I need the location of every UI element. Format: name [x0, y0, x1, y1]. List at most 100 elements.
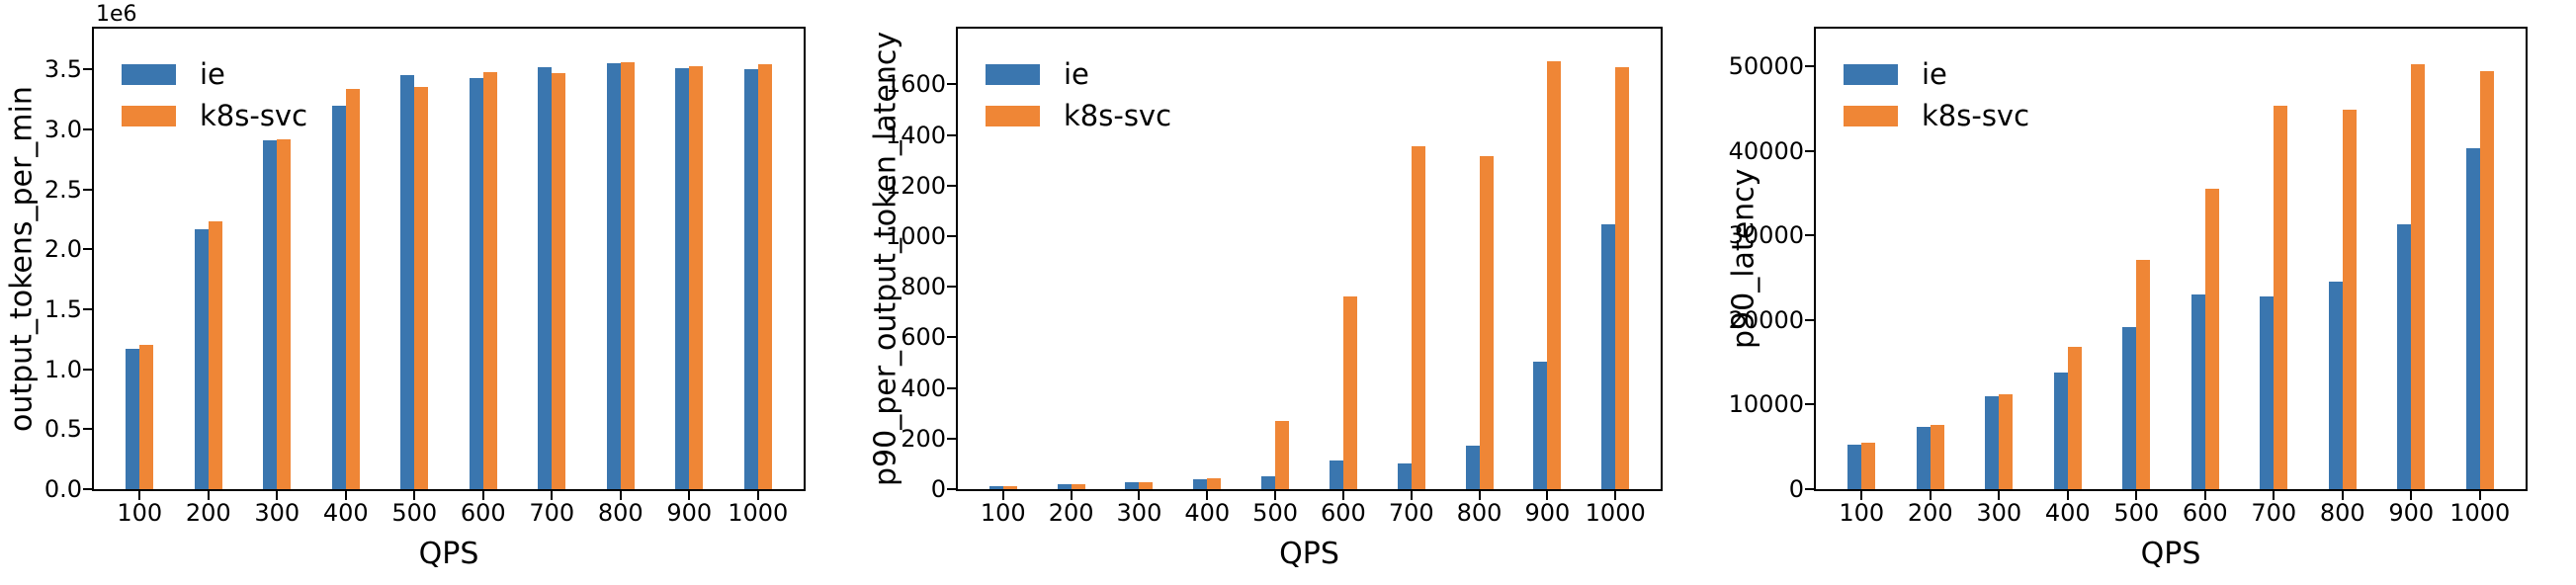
legend-item-ie: ie	[1844, 60, 2029, 89]
y-tick-mark	[947, 386, 956, 389]
y-tick-label: 400	[901, 374, 946, 402]
bar-ie-qps100	[1847, 444, 1862, 489]
y-tick-label: 30000	[1728, 221, 1804, 250]
x-tick-mark	[1546, 491, 1549, 500]
legend-swatch-ie	[986, 64, 1040, 85]
y-tick-label: 50000	[1728, 52, 1804, 81]
y-tick-label: 600	[901, 323, 946, 352]
y-tick-label: 2.5	[43, 175, 82, 204]
bar-ie-qps700	[538, 66, 553, 489]
x-tick-mark	[1860, 491, 1863, 500]
bar-k8s-svc-qps900	[2411, 63, 2426, 489]
legend-label-ie: ie	[1064, 57, 1089, 91]
y-tick-label: 3.0	[43, 115, 82, 143]
bar-k8s-svc-qps600	[1342, 296, 1357, 489]
x-tick-mark	[276, 491, 279, 500]
x-tick-mark	[413, 491, 416, 500]
legend-label-ie: ie	[1922, 57, 1947, 91]
x-tick-label: 1000	[1585, 499, 1646, 527]
bar-ie-qps1000	[2465, 148, 2480, 489]
legend-swatch-k8s-svc	[986, 106, 1040, 126]
x-tick-mark	[2410, 491, 2413, 500]
bar-ie-qps900	[2397, 224, 2412, 489]
y-tick-label: 1.0	[43, 355, 82, 383]
bar-k8s-svc-qps600	[2204, 188, 2219, 489]
y-tick-mark	[83, 188, 92, 191]
x-tick-mark	[619, 491, 622, 500]
y-tick-mark	[83, 368, 92, 371]
y-tick-label: 1000	[885, 221, 946, 250]
y-tick-mark	[83, 307, 92, 310]
bar-k8s-svc-qps400	[1207, 477, 1222, 489]
y-tick-mark	[1805, 488, 1814, 490]
y-tick-mark	[83, 127, 92, 130]
x-tick-label: 100	[1839, 499, 1885, 527]
y-tick-mark	[1805, 65, 1814, 68]
bar-k8s-svc-qps400	[2067, 347, 2082, 489]
bar-ie-qps400	[2053, 373, 2068, 489]
legend-item-k8s-svc: k8s-svc	[122, 102, 307, 130]
bar-ie-qps300	[1985, 395, 2000, 489]
bar-k8s-svc-qps300	[1139, 482, 1154, 489]
legend-item-ie: ie	[986, 60, 1171, 89]
y-tick-label: 0	[930, 475, 946, 503]
x-tick-label: 900	[2388, 499, 2435, 527]
bar-ie-qps400	[331, 106, 346, 489]
y-tick-label: 800	[901, 273, 946, 301]
bar-ie-qps600	[1329, 460, 1343, 489]
x-tick-label: 800	[597, 499, 644, 527]
y-tick-mark	[947, 184, 956, 187]
bar-ie-qps1000	[1601, 224, 1616, 489]
legend: ie k8s-svc	[986, 60, 1171, 147]
x-tick-label: 400	[1184, 499, 1231, 527]
bar-k8s-svc-qps500	[414, 87, 429, 489]
bar-ie-qps500	[400, 75, 415, 489]
x-tick-label: 1000	[728, 499, 789, 527]
x-tick-mark	[1274, 491, 1277, 500]
x-tick-label: 300	[254, 499, 301, 527]
x-tick-mark	[2135, 491, 2138, 500]
plot-area-p90-latency: ie k8s-svc 0 10000 20000 30000 40000 50000 100…	[1729, 27, 2528, 527]
y-axis-label-p90-latency: p90_latency	[1726, 168, 1761, 350]
x-axis-label-qps: QPS	[418, 537, 479, 571]
y-tick-label: 1200	[885, 171, 946, 200]
y-tick-mark	[947, 234, 956, 237]
x-tick-label: 800	[1456, 499, 1503, 527]
bar-ie-qps200	[1916, 426, 1931, 489]
x-tick-mark	[1206, 491, 1209, 500]
legend-item-ie: ie	[122, 60, 307, 89]
y-tick-label: 0.0	[43, 475, 82, 503]
bar-k8s-svc-qps200	[1930, 424, 1944, 489]
y-tick-mark	[947, 488, 956, 490]
x-tick-label: 400	[322, 499, 369, 527]
plot-area-p90-per-output-token-latency: ie k8s-svc 0 200 400 600 800 1000 1200 1400 1600…	[886, 27, 1663, 527]
bar-k8s-svc-qps800	[1479, 156, 1494, 489]
y-tick-label: 1400	[885, 121, 946, 149]
bar-k8s-svc-qps500	[1275, 420, 1290, 489]
bar-ie-qps200	[1057, 484, 1072, 489]
x-tick-label: 600	[1321, 499, 1366, 527]
x-tick-mark	[481, 491, 484, 500]
y-tick-label: 3.5	[43, 55, 82, 84]
y-tick-label: 0.5	[43, 415, 82, 444]
bar-ie-qps300	[1125, 482, 1140, 489]
y-tick-label: 40000	[1728, 136, 1804, 165]
y-tick-mark	[947, 83, 956, 86]
bar-k8s-svc-qps600	[482, 71, 497, 489]
y-tick-mark	[947, 336, 956, 339]
legend-swatch-k8s-svc	[122, 106, 176, 126]
x-tick-label: 400	[2044, 499, 2091, 527]
y-tick-mark	[1805, 318, 1814, 321]
legend-swatch-k8s-svc	[1844, 106, 1898, 126]
x-tick-mark	[1001, 491, 1004, 500]
bar-ie-qps700	[2260, 296, 2275, 489]
x-tick-label: 300	[1976, 499, 2022, 527]
bar-ie-qps200	[194, 228, 209, 489]
bar-ie-qps800	[2328, 281, 2343, 489]
y-tick-label: 1.5	[43, 294, 82, 323]
x-tick-mark	[1478, 491, 1481, 500]
bar-ie-qps600	[469, 77, 483, 489]
y-tick-mark	[1805, 403, 1814, 406]
x-tick-mark	[138, 491, 141, 500]
